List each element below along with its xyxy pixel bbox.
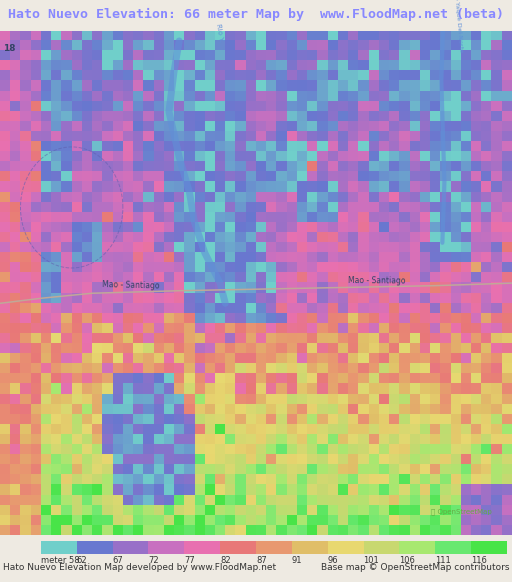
Text: 101: 101 xyxy=(364,556,379,565)
Text: Ⓜ OpenStreetMap: Ⓜ OpenStreetMap xyxy=(431,509,492,515)
Text: 67: 67 xyxy=(113,556,123,565)
Bar xyxy=(220,541,256,554)
Bar xyxy=(292,541,328,554)
Text: Mao - Santiago: Mao - Santiago xyxy=(348,276,406,285)
Bar xyxy=(435,541,471,554)
Text: 77: 77 xyxy=(184,556,195,565)
Text: Rio Yaque Del Norte: Rio Yaque Del Norte xyxy=(453,0,463,52)
Bar xyxy=(471,541,507,554)
Text: 82: 82 xyxy=(220,556,231,565)
Text: 18: 18 xyxy=(3,44,15,53)
Text: 96: 96 xyxy=(328,556,338,565)
Bar xyxy=(399,541,435,554)
Bar xyxy=(184,541,220,554)
Text: 87: 87 xyxy=(256,556,267,565)
Text: 62: 62 xyxy=(77,556,88,565)
Bar xyxy=(328,541,364,554)
Text: 111: 111 xyxy=(435,556,451,565)
Text: Rio Y.: Rio Y. xyxy=(215,23,224,42)
Text: Mao - Santiago: Mao - Santiago xyxy=(102,281,160,291)
Text: Hato Nuevo Elevation: 66 meter Map by  www.FloodMap.net (beta): Hato Nuevo Elevation: 66 meter Map by ww… xyxy=(8,8,504,22)
Text: 72: 72 xyxy=(148,556,159,565)
Bar xyxy=(113,541,148,554)
Bar xyxy=(77,541,113,554)
Text: Hato Nuevo Elevation Map developed by www.FloodMap.net: Hato Nuevo Elevation Map developed by ww… xyxy=(3,563,275,572)
Bar xyxy=(148,541,184,554)
Text: 116: 116 xyxy=(471,556,487,565)
Text: 91: 91 xyxy=(292,556,303,565)
Text: Base map © OpenStreetMap contributors: Base map © OpenStreetMap contributors xyxy=(321,563,509,572)
Bar xyxy=(256,541,292,554)
Bar xyxy=(41,541,77,554)
Text: 106: 106 xyxy=(399,556,415,565)
Text: meter 58: meter 58 xyxy=(41,556,79,565)
Bar xyxy=(364,541,399,554)
